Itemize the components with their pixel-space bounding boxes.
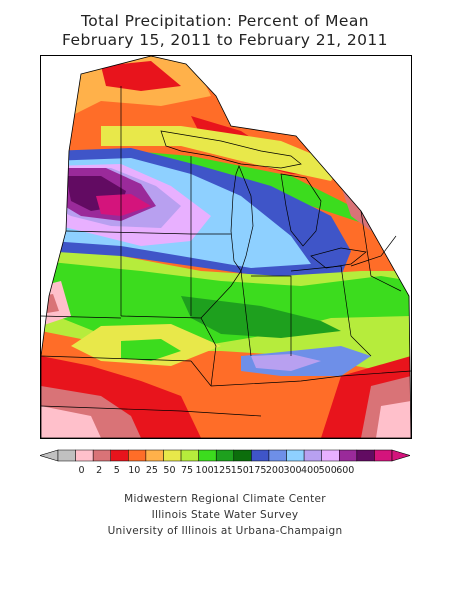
legend-label: 2 bbox=[96, 465, 102, 476]
legend-swatch bbox=[268, 449, 287, 462]
credit-line-1: Midwestern Regional Climate Center bbox=[124, 493, 326, 505]
legend-swatch bbox=[57, 449, 76, 462]
legend-swatch bbox=[198, 449, 217, 462]
legend-label: 50 bbox=[163, 465, 175, 476]
legend-swatch bbox=[374, 449, 393, 462]
legend-label: 5 bbox=[114, 465, 120, 476]
legend-label: 100 bbox=[196, 465, 214, 476]
legend-swatch bbox=[180, 449, 199, 462]
legend-label: 25 bbox=[146, 465, 158, 476]
legend-swatch bbox=[75, 449, 94, 462]
legend-label: 75 bbox=[181, 465, 193, 476]
credit-line-2: Illinois State Water Survey bbox=[151, 509, 299, 521]
legend-swatch bbox=[128, 449, 147, 462]
legend-label: 500 bbox=[319, 465, 337, 476]
precipitation-map bbox=[40, 55, 412, 439]
legend-swatch bbox=[110, 449, 129, 462]
legend-label: 200 bbox=[266, 465, 284, 476]
legend-swatch bbox=[233, 449, 252, 462]
credit-line-3: University of Illinois at Urbana-Champai… bbox=[107, 525, 343, 537]
legend-swatch bbox=[356, 449, 375, 462]
legend-label: 10 bbox=[128, 465, 140, 476]
legend-swatch bbox=[286, 449, 305, 462]
legend-label: 150 bbox=[231, 465, 249, 476]
legend-arrow-high bbox=[391, 449, 410, 462]
legend-swatch bbox=[339, 449, 358, 462]
legend-label: 175 bbox=[248, 465, 266, 476]
legend-label: 0 bbox=[79, 465, 85, 476]
legend-swatch bbox=[92, 449, 111, 462]
color-legend: 0 2 5 10 25 50 75 100 125 150 175 200 300 400 500 600 bbox=[40, 449, 410, 479]
legend-swatch bbox=[215, 449, 235, 462]
map-subtitle: February 15, 2011 to February 21, 2011 bbox=[62, 31, 388, 49]
legend-swatch bbox=[145, 449, 164, 462]
legend-swatch bbox=[303, 449, 322, 462]
legend-label: 400 bbox=[301, 465, 319, 476]
legend-label: 600 bbox=[336, 465, 354, 476]
legend-arrow-low bbox=[40, 449, 59, 462]
legend-label: 300 bbox=[283, 465, 301, 476]
map-title: Total Precipitation: Percent of Mean bbox=[81, 12, 369, 30]
legend-swatch bbox=[321, 449, 340, 462]
legend-label: 125 bbox=[213, 465, 231, 476]
legend-swatch bbox=[251, 449, 270, 462]
legend-swatch bbox=[163, 449, 182, 462]
